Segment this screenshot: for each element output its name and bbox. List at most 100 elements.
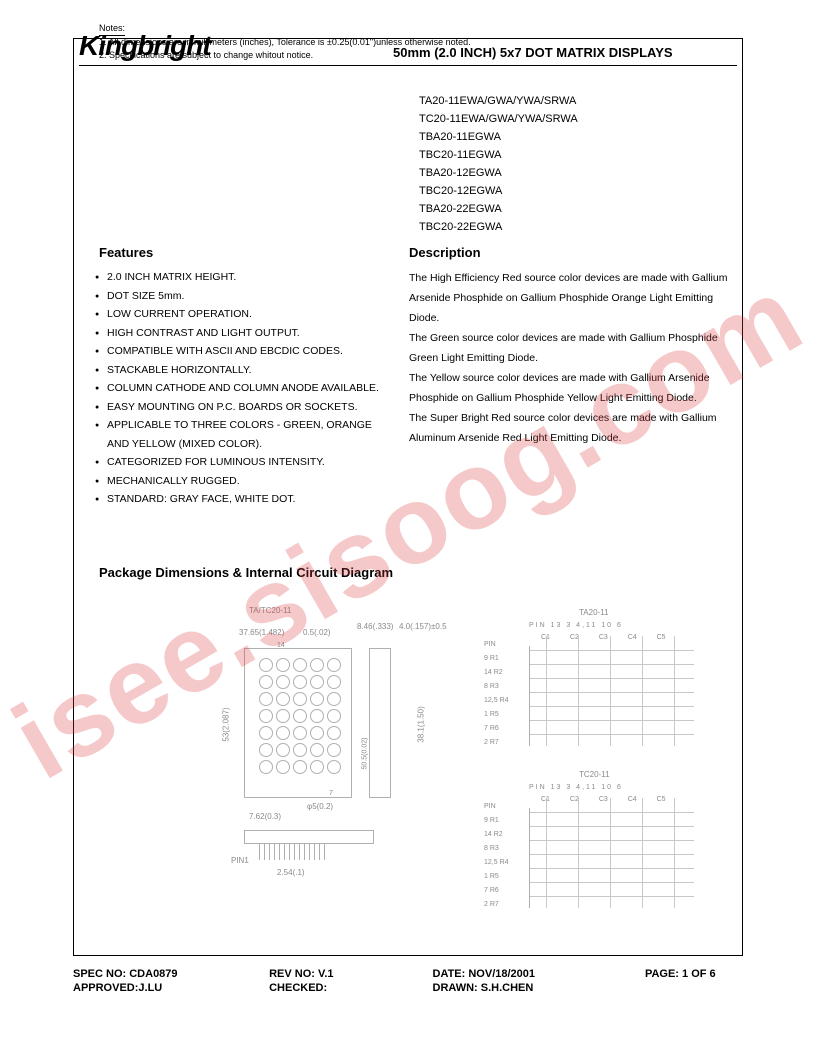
feature-item: CATEGORIZED FOR LUMINOUS INTENSITY. [99, 453, 389, 472]
col-pins: PIN 13 3 4,11 10 6 [529, 622, 623, 629]
features-column: Features 2.0 INCH MATRIX HEIGHT. DOT SIZ… [99, 245, 389, 509]
row-label: R6 [490, 725, 499, 732]
row-pin: 1 [484, 873, 488, 880]
date: DATE: NOV/18/2001 [433, 968, 645, 980]
approved: APPROVED:J.LU [73, 982, 269, 994]
row-label: R3 [490, 683, 499, 690]
circuit-tc20-11: TC20-11 PIN 13 3 4,11 10 6 C1 C2 C3 C4 C… [489, 780, 689, 915]
row-pin: 2 [484, 739, 488, 746]
notes: Notes: 1. All dimensions are in millimet… [99, 22, 471, 62]
row-pin: 9 [484, 655, 488, 662]
rev-no: REV NO: V.1 [269, 968, 432, 980]
circuit-title: TA20-11 [579, 608, 609, 617]
feature-item: HIGH CONTRAST AND LIGHT OUTPUT. [99, 324, 389, 343]
dim-lead-x: 7.62(0.3) [249, 812, 281, 821]
pin-row [259, 844, 325, 860]
description-paragraph: The Green source color devices are made … [409, 328, 737, 368]
row-pin: 7 [484, 725, 488, 732]
description-column: Description The High Efficiency Red sour… [409, 245, 737, 509]
part-number: TBA20-22EGWA [419, 200, 578, 218]
part-number: TBA20-12EGWA [419, 164, 578, 182]
features-list: 2.0 INCH MATRIX HEIGHT. DOT SIZE 5mm. LO… [99, 268, 389, 509]
part-number: TBC20-22EGWA [419, 218, 578, 236]
pin1: PIN1 [231, 856, 249, 865]
part-number: TBA20-11EGWA [419, 128, 578, 146]
dim-body-h: 38.1(1.50) [417, 706, 426, 742]
bottom-profile [244, 830, 374, 844]
description-heading: Description [409, 245, 737, 260]
row-label: R6 [490, 887, 499, 894]
dim-side-h: 4.0(.157)±0.5 [399, 622, 447, 631]
side-profile [369, 648, 391, 798]
feature-item: 2.0 INCH MATRIX HEIGHT. [99, 268, 389, 287]
part-number: TBC20-11EGWA [419, 146, 578, 164]
row-label: R1 [490, 817, 499, 824]
row-label: R1 [490, 655, 499, 662]
dim-height: 53(2.087) [222, 707, 231, 741]
row-pin: 2 [484, 901, 488, 908]
row-label: R5 [490, 711, 499, 718]
feature-item: COMPATIBLE WITH ASCII AND EBCDIC CODES. [99, 342, 389, 361]
row-pin: 14 [484, 831, 492, 838]
dim-side-w: 8.46(.333) [357, 622, 393, 631]
row-pin: 9 [484, 817, 488, 824]
footer: SPEC NO: CDA0879 REV NO: V.1 DATE: NOV/1… [73, 968, 743, 994]
feature-item: STACKABLE HORIZONTALLY. [99, 361, 389, 380]
spec-no: SPEC NO: CDA0879 [73, 968, 269, 980]
row-label: R2 [494, 669, 503, 676]
part-number: TBC20-12EGWA [419, 182, 578, 200]
features-heading: Features [99, 245, 389, 260]
dim-inner-h: 50.5(0.02) [361, 738, 368, 770]
feature-item: STANDARD: GRAY FACE, WHITE DOT. [99, 490, 389, 509]
dim-width: 37.65(1.482) [239, 628, 284, 637]
row-pin: 8 [484, 683, 488, 690]
row-label: R4 [500, 697, 509, 704]
col-label: C3 [599, 796, 608, 803]
col-label: C4 [628, 796, 637, 803]
package-heading: Package Dimensions & Internal Circuit Di… [99, 565, 393, 580]
row-pin: 12,5 [484, 859, 498, 866]
circuit-ta20-11: TA20-11 PIN 13 3 4,11 10 6 C1 C2 C3 C4 C… [489, 618, 689, 753]
feature-item: LOW CURRENT OPERATION. [99, 305, 389, 324]
part-numbers-list: TA20-11EWA/GWA/YWA/SRWA TC20-11EWA/GWA/Y… [419, 92, 578, 236]
row-label: R4 [500, 859, 509, 866]
row-pin: 7 [484, 887, 488, 894]
note-item: 2. Specifications are subject to change … [99, 50, 313, 60]
description-paragraph: The High Efficiency Red source color dev… [409, 268, 737, 328]
title-rule [79, 65, 737, 66]
checked: CHECKED: [269, 982, 432, 994]
drawn: DRAWN: S.H.CHEN [433, 982, 645, 994]
feature-item: MECHANICALLY RUGGED. [99, 472, 389, 491]
feature-item: COLUMN CATHODE AND COLUMN ANODE AVAILABL… [99, 379, 389, 398]
col-label: C5 [657, 796, 666, 803]
page: PAGE: 1 OF 6 [645, 968, 743, 980]
feature-item: APPLICABLE TO THREE COLORS - GREEN, ORAN… [99, 416, 389, 453]
row-label: R7 [490, 901, 499, 908]
dot-matrix-grid [259, 658, 344, 777]
feature-item: DOT SIZE 5mm. [99, 287, 389, 306]
circuit-grid [529, 646, 694, 746]
row-pin: 12,5 [484, 697, 498, 704]
row-label: R5 [490, 873, 499, 880]
row-pin: 8 [484, 845, 488, 852]
row-label: R3 [490, 845, 499, 852]
part-number: TC20-11EWA/GWA/YWA/SRWA [419, 110, 578, 128]
description-paragraph: The Yellow source color devices are made… [409, 368, 737, 408]
dim-hole: φ5(0.2) [307, 802, 333, 811]
col-label: C4 [628, 634, 637, 641]
circuit-title: TC20-11 [579, 770, 610, 779]
dim-gap: 0.5(.02) [303, 628, 331, 637]
dim-lead-pitch: 2.54(.1) [277, 868, 305, 877]
row-label: R2 [494, 831, 503, 838]
note-item: 1. All dimensions are in millimeters (in… [99, 37, 471, 47]
description-paragraph: The Super Bright Red source color device… [409, 408, 737, 448]
row-pin: 1 [484, 711, 488, 718]
col-pins: PIN 13 3 4,11 10 6 [529, 784, 623, 791]
notes-heading: Notes: [99, 22, 125, 36]
mech-title: TA/TC20-11 [249, 606, 291, 615]
col-label: C5 [657, 634, 666, 641]
circuit-grid [529, 808, 694, 908]
diagram-area: TA/TC20-11 37.65(1.482) 0.5(.02) 14 8.46… [149, 600, 709, 930]
part-number: TA20-11EWA/GWA/YWA/SRWA [419, 92, 578, 110]
row-pin: 14 [484, 669, 492, 676]
